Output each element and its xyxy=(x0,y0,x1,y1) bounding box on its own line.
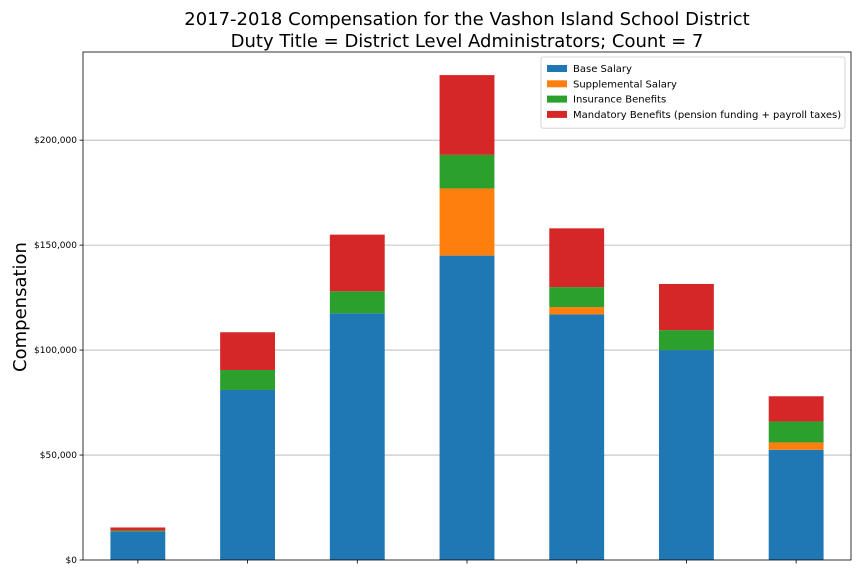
legend-swatch-1 xyxy=(547,65,567,72)
bar-segment-4-2 xyxy=(439,188,495,256)
bar-segment-5-2 xyxy=(549,307,605,315)
y-tick-label-2: $100,000 xyxy=(34,346,77,356)
bar-segment-5-4 xyxy=(549,228,605,288)
y-tick-label-4: $200,000 xyxy=(34,136,77,146)
bar-segment-5-1 xyxy=(549,314,605,560)
bar-segment-4-4 xyxy=(439,75,495,155)
legend-swatch-2 xyxy=(547,80,567,88)
bar-segment-7-2 xyxy=(768,442,824,450)
chart-subtitle: Duty Title = District Level Administrato… xyxy=(231,31,704,52)
bar-segment-7-3 xyxy=(768,421,824,443)
legend-box xyxy=(540,56,846,129)
bar-segment-3-1 xyxy=(329,313,385,560)
legend-label-1: Base Salary xyxy=(573,64,632,75)
bar-segment-7-1 xyxy=(768,449,824,560)
chart-title: 2017-2018 Compensation for the Vashon Is… xyxy=(184,9,749,30)
bar-segment-2-1 xyxy=(220,389,275,560)
y-tick-label-3: $150,000 xyxy=(34,241,77,251)
y-axis-label: Compensation xyxy=(10,242,31,372)
bars xyxy=(110,75,824,561)
axes: $0 $50,000 $100,000 $150,000 $200,000 xyxy=(34,51,852,566)
bar-segment-1-1 xyxy=(110,531,166,560)
bar-segment-6-3 xyxy=(659,330,714,351)
bar-segment-1-3 xyxy=(110,530,166,532)
legend: Base Salary Supplemental Salary Insurance … xyxy=(540,56,846,129)
legend-label-3: Insurance Benefits xyxy=(573,95,666,106)
y-tick-label-1: $50,000 xyxy=(40,451,77,461)
bar-segment-5-3 xyxy=(549,287,605,308)
legend-swatch-3 xyxy=(547,95,567,103)
bar-segment-6-4 xyxy=(659,283,714,331)
bar-segment-4-1 xyxy=(439,255,495,561)
legend-swatch-4 xyxy=(547,110,567,118)
bar-segment-2-4 xyxy=(220,332,275,371)
bar-segment-1-4 xyxy=(110,527,166,531)
bar-segment-6-1 xyxy=(659,350,714,560)
y-tick-label-0: $0 xyxy=(66,556,78,566)
bar-segment-3-4 xyxy=(329,234,385,292)
bar-segment-4-3 xyxy=(439,154,495,189)
bar-segment-3-3 xyxy=(329,291,385,314)
bar-segment-7-4 xyxy=(768,396,824,422)
legend-label-2: Supplemental Salary xyxy=(573,79,677,90)
legend-label-4: Mandatory Benefits (pension funding + pa… xyxy=(573,110,841,121)
bar-segment-2-3 xyxy=(220,370,275,390)
